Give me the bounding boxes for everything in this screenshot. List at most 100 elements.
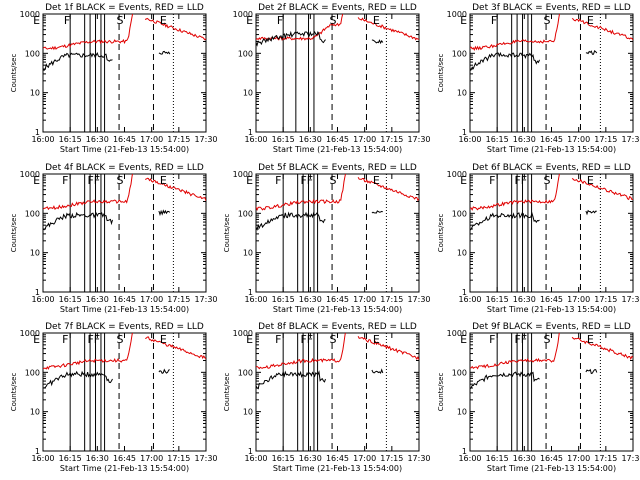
data-layer [470, 174, 633, 292]
x-tick-label: 16:45 [113, 454, 136, 463]
detector-panel-8: Det 8f BLACK = Events, RED = LLD 1 10 100 10… [223, 322, 431, 473]
y-tick-label: 10 [243, 408, 253, 417]
x-tick-label: 17:00 [567, 295, 590, 304]
x-tick-label: 17:15 [594, 454, 617, 463]
data-layer [470, 14, 633, 132]
interval-marker-label: S [329, 333, 336, 346]
events-series-line [256, 30, 384, 47]
interval-marker-label: E [587, 174, 594, 187]
y-tick-label: 10 [457, 89, 467, 98]
interval-marker-label: E [160, 333, 167, 346]
x-tick-label: 17:30 [407, 295, 430, 304]
panel-title: Det 7f BLACK = Events, RED = LLD [45, 322, 204, 332]
y-axis-label: Counts/sec [223, 214, 231, 253]
y-tick-label: 1 [462, 288, 467, 297]
interval-marker-label: F [277, 14, 283, 27]
interval-marker-label: FF [87, 174, 100, 187]
interval-marker-label: S [116, 14, 123, 27]
x-tick-label: 17:30 [194, 454, 217, 463]
x-tick-label: 16:00 [244, 135, 267, 144]
interval-marker-label: E [246, 14, 253, 27]
y-tick-label: 100 [25, 368, 40, 377]
x-tick-label: 16:00 [244, 295, 267, 304]
x-tick-label: 16:00 [244, 454, 267, 463]
y-tick-label: 1 [248, 447, 253, 456]
x-tick-label: 16:45 [540, 295, 563, 304]
x-tick-label: 17:30 [407, 454, 430, 463]
x-tick-label: 16:45 [326, 454, 349, 463]
interval-marker-label: E [373, 333, 380, 346]
y-axis-label: Counts/sec [10, 54, 18, 93]
y-tick-label: 100 [238, 49, 253, 58]
events-series-line [256, 368, 384, 390]
x-tick-label: 17:15 [380, 454, 403, 463]
detector-panel-1: Det 1f BLACK = Events, RED = LLD 1 10 100 10… [10, 3, 218, 154]
y-tick-label: 1000 [233, 329, 253, 338]
x-tick-label: 16:45 [326, 135, 349, 144]
y-tick-label: 1 [462, 447, 467, 456]
x-tick-label: 16:15 [272, 135, 295, 144]
interval-marker-label: S [329, 174, 336, 187]
x-tick-label: 16:15 [59, 135, 82, 144]
detector-panel-7: Det 7f BLACK = Events, RED = LLD 1 10 100 10… [10, 322, 218, 473]
data-layer [43, 174, 206, 292]
y-tick-label: 1 [462, 128, 467, 137]
interval-marker-label: E [587, 14, 594, 27]
x-axis-label: Start Time (21-Feb-13 15:54:00) [487, 464, 616, 473]
interval-marker-label: FF [300, 333, 313, 346]
events-series-line [470, 49, 598, 72]
x-tick-label: 17:15 [167, 295, 190, 304]
data-layer [256, 333, 419, 451]
detector-panel-9: Det 9f BLACK = Events, RED = LLD 1 10 100 10… [437, 322, 640, 473]
x-tick-label: 16:00 [31, 295, 54, 304]
y-tick-label: 1 [35, 288, 40, 297]
x-tick-label: 16:00 [31, 454, 54, 463]
x-tick-label: 17:00 [353, 135, 376, 144]
data-layer [256, 174, 419, 292]
interval-marker-label: FF [514, 174, 527, 187]
x-tick-label: 17:00 [567, 135, 590, 144]
interval-marker-label: F [489, 333, 495, 346]
y-tick-label: 10 [243, 249, 253, 258]
x-axis-label: Start Time (21-Feb-13 15:54:00) [273, 464, 402, 473]
lld-series-line [43, 333, 206, 370]
y-tick-label: 100 [25, 209, 40, 218]
interval-marker-label: E [460, 333, 467, 346]
events-series-line [470, 209, 597, 231]
y-axis-label: Counts/sec [437, 54, 445, 93]
y-axis-label: Counts/sec [10, 214, 18, 253]
x-tick-label: 17:15 [167, 454, 190, 463]
panel-title: Det 6f BLACK = Events, RED = LLD [472, 163, 631, 173]
interval-marker-label: E [373, 174, 380, 187]
lld-series-line [256, 174, 419, 212]
y-tick-label: 10 [30, 408, 40, 417]
lld-series-line [43, 14, 206, 51]
interval-marker-label: E [33, 333, 40, 346]
lld-series-line [470, 333, 633, 370]
interval-marker-label: E [33, 174, 40, 187]
x-tick-label: 16:15 [486, 135, 509, 144]
lld-series-line [43, 174, 206, 211]
x-tick-label: 16:00 [458, 454, 481, 463]
y-tick-label: 10 [457, 249, 467, 258]
interval-marker-label: F [64, 14, 70, 27]
data-layer [470, 333, 633, 451]
x-tick-label: 16:15 [486, 454, 509, 463]
x-tick-label: 16:15 [486, 295, 509, 304]
plot-frame [42, 173, 207, 293]
y-tick-label: 100 [238, 209, 253, 218]
x-tick-label: 17:15 [380, 135, 403, 144]
x-tick-label: 16:45 [113, 295, 136, 304]
x-tick-label: 17:00 [140, 295, 163, 304]
x-tick-label: 17:15 [594, 295, 617, 304]
lld-series-line [470, 174, 633, 211]
interval-marker-label: E [373, 14, 380, 27]
plot-frame [42, 332, 207, 452]
y-tick-label: 1 [35, 128, 40, 137]
y-tick-label: 1000 [233, 10, 253, 19]
x-axis-label: Start Time (21-Feb-13 15:54:00) [60, 145, 189, 154]
panel-title: Det 3f BLACK = Events, RED = LLD [472, 3, 631, 13]
detector-panel-6: Det 6f BLACK = Events, RED = LLD 1 10 100 10… [437, 163, 640, 314]
x-tick-label: 16:45 [540, 454, 563, 463]
